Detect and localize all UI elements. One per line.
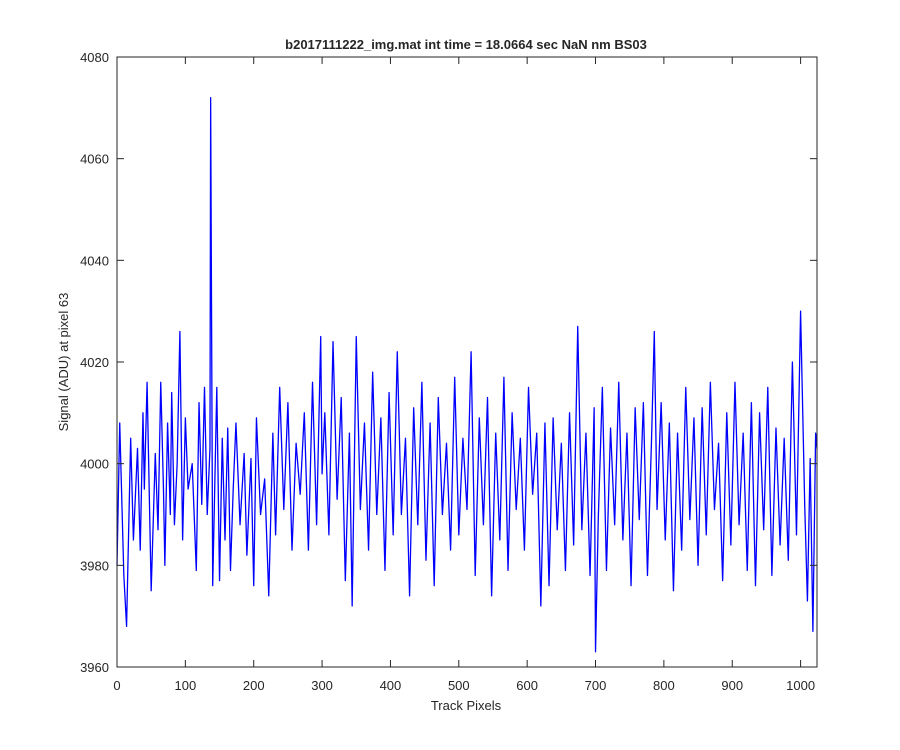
- chart-title: b2017111222_img.mat int time = 18.0664 s…: [285, 37, 647, 52]
- x-tick-label: 300: [311, 678, 333, 693]
- series-line-0: [116, 97, 818, 653]
- series-layer: [116, 97, 818, 653]
- x-tick-label: 500: [448, 678, 470, 693]
- x-tick-label: 100: [175, 678, 197, 693]
- y-tick-label: 3980: [80, 558, 109, 573]
- y-tick-label: 4040: [80, 253, 109, 268]
- x-axis-ticks: 0 100 200 300 400 500 600 700 800 900 1000: [113, 57, 815, 693]
- y-tick-label: 4060: [80, 152, 109, 167]
- y-tick-label: 4020: [80, 355, 109, 370]
- plot-area: [117, 57, 817, 667]
- x-tick-label: 900: [721, 678, 743, 693]
- x-tick-label: 200: [243, 678, 265, 693]
- x-tick-label: 400: [380, 678, 402, 693]
- x-axis-label: Track Pixels: [431, 698, 502, 713]
- y-tick-label: 4000: [80, 457, 109, 472]
- x-tick-label: 800: [653, 678, 675, 693]
- x-tick-label: 1000: [786, 678, 815, 693]
- x-tick-label: 700: [585, 678, 607, 693]
- y-tick-label: 4080: [80, 50, 109, 65]
- y-axis-label: Signal (ADU) at pixel 63: [56, 293, 71, 432]
- y-axis-ticks: 3960 3980 4000 4020 4040 4060 4080: [80, 50, 817, 675]
- x-tick-label: 0: [113, 678, 120, 693]
- y-tick-label: 3960: [80, 660, 109, 675]
- x-tick-label: 600: [516, 678, 538, 693]
